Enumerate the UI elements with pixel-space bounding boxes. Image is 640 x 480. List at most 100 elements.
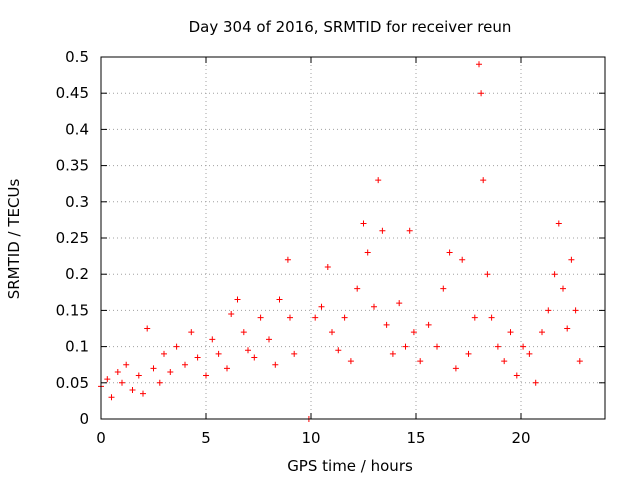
data-point xyxy=(564,325,571,332)
data-point xyxy=(402,343,409,350)
data-point xyxy=(156,379,163,386)
data-point xyxy=(104,376,111,383)
data-point xyxy=(354,285,361,292)
data-point xyxy=(396,300,403,307)
x-axis-label: GPS time / hours xyxy=(287,457,413,475)
data-point xyxy=(144,325,151,332)
data-point xyxy=(245,347,251,354)
data-point xyxy=(194,354,201,361)
data-point xyxy=(324,263,331,270)
data-point xyxy=(360,220,367,227)
data-point xyxy=(228,311,235,318)
data-point xyxy=(173,343,180,350)
data-point xyxy=(446,249,453,256)
data-point xyxy=(406,227,413,234)
y-tick-label: 0.2 xyxy=(65,265,89,283)
data-point xyxy=(539,329,545,336)
data-point xyxy=(364,249,371,256)
data-point xyxy=(240,329,247,336)
data-point xyxy=(555,220,562,227)
x-tick-label: 10 xyxy=(301,429,320,447)
data-point xyxy=(440,285,447,292)
y-tick-label: 0.45 xyxy=(56,84,89,102)
data-point xyxy=(161,350,167,357)
data-point xyxy=(182,361,188,368)
data-point xyxy=(560,285,566,292)
y-tick-label: 0.1 xyxy=(65,338,89,356)
data-point xyxy=(452,365,459,372)
y-tick-label: 0.5 xyxy=(65,48,89,66)
data-point xyxy=(371,303,377,310)
data-point xyxy=(379,227,386,234)
data-point xyxy=(140,390,146,397)
data-point xyxy=(123,361,130,368)
data-point xyxy=(188,329,195,336)
x-tick-label: 15 xyxy=(406,429,425,447)
data-point xyxy=(312,314,319,321)
y-tick-label: 0 xyxy=(79,410,89,428)
data-point xyxy=(114,368,121,375)
data-point xyxy=(291,350,298,357)
data-point xyxy=(209,336,216,343)
data-point xyxy=(389,350,396,357)
data-point xyxy=(568,256,575,263)
data-point xyxy=(471,314,478,321)
data-point xyxy=(329,329,335,336)
data-point xyxy=(215,350,222,357)
y-tick-label: 0.4 xyxy=(65,120,89,138)
y-tick-label: 0.25 xyxy=(56,229,89,247)
data-point xyxy=(129,387,136,394)
data-point xyxy=(203,372,209,379)
y-tick-label: 0.3 xyxy=(65,193,89,211)
data-point xyxy=(501,358,508,365)
y-axis-label: SRMTID / TECUs xyxy=(5,179,23,300)
grid-lines xyxy=(101,57,605,419)
data-point xyxy=(545,307,552,314)
data-point xyxy=(272,361,279,368)
x-tick-label: 5 xyxy=(201,429,211,447)
data-point xyxy=(410,329,417,336)
data-point xyxy=(108,394,115,401)
chart-title: Day 304 of 2016, SRMTID for receiver reu… xyxy=(189,18,512,36)
data-point xyxy=(284,256,291,263)
data-point xyxy=(318,303,325,310)
data-point xyxy=(335,347,342,354)
y-tick-label: 0.35 xyxy=(56,157,89,175)
data-point xyxy=(465,350,472,357)
data-point xyxy=(484,271,491,278)
data-point xyxy=(135,372,142,379)
data-point xyxy=(257,314,264,321)
data-point xyxy=(119,379,125,386)
data-point xyxy=(375,177,382,184)
data-point xyxy=(234,296,241,303)
data-point xyxy=(480,177,487,184)
data-point xyxy=(526,350,533,357)
data-point xyxy=(417,358,424,365)
x-tick-label: 20 xyxy=(511,429,530,447)
y-tick-label: 0.05 xyxy=(56,374,89,392)
data-point xyxy=(576,358,583,365)
data-point xyxy=(459,256,466,263)
data-point xyxy=(476,61,482,68)
data-point xyxy=(425,321,432,328)
data-point xyxy=(287,314,293,321)
data-point xyxy=(251,354,258,361)
data-point xyxy=(507,329,514,336)
data-point xyxy=(383,321,390,328)
data-point xyxy=(150,365,157,372)
data-points xyxy=(98,61,583,422)
data-point xyxy=(488,314,495,321)
data-point xyxy=(513,372,520,379)
data-point xyxy=(572,307,579,314)
data-point xyxy=(494,343,501,350)
data-point xyxy=(347,358,354,365)
axis-ticks: 0 5 10 15 20 0 0.05 0.1 0.15 0.2 0.25 0.3 0.35 0.4 0.4… xyxy=(56,48,605,447)
data-point xyxy=(478,90,485,97)
x-tick-label: 0 xyxy=(96,429,106,447)
y-tick-label: 0.15 xyxy=(56,301,89,319)
data-point xyxy=(276,296,283,303)
data-point xyxy=(520,343,527,350)
data-point xyxy=(224,365,230,372)
data-point xyxy=(266,336,272,343)
